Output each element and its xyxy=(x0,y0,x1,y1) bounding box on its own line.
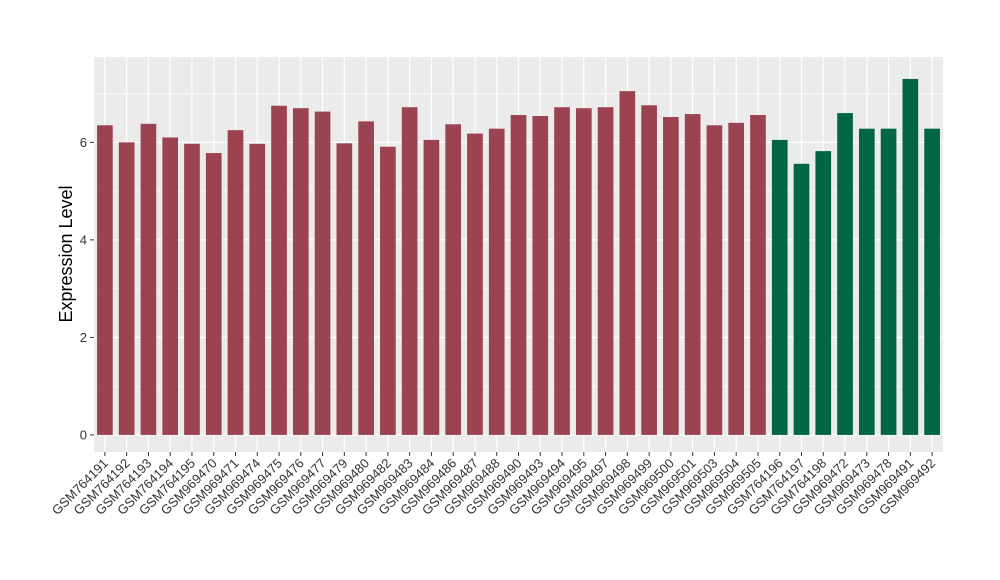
bar-GSM969492 xyxy=(924,128,940,435)
bar-GSM969477 xyxy=(314,111,331,435)
bar-GSM969501 xyxy=(684,114,701,435)
bar-GSM969500 xyxy=(663,116,679,435)
bar-GSM764198 xyxy=(815,151,832,435)
bar-GSM969480 xyxy=(358,121,374,435)
x-axis: GSM764191GSM764192GSM764193GSM764194GSM7… xyxy=(49,452,938,518)
y-tick-label: 2 xyxy=(80,330,87,345)
bar-GSM764193 xyxy=(140,123,157,435)
bar-GSM764195 xyxy=(184,143,200,435)
bar-GSM764191 xyxy=(97,125,113,435)
bar-GSM969499 xyxy=(641,105,657,435)
bar-GSM969473 xyxy=(858,128,875,435)
y-tick-label: 6 xyxy=(80,135,87,150)
bar-GSM969475 xyxy=(271,105,287,435)
bar-GSM969472 xyxy=(837,113,853,435)
bar-GSM969483 xyxy=(401,107,418,435)
bar-GSM764196 xyxy=(771,139,788,435)
y-tick-label: 4 xyxy=(80,232,87,247)
bar-GSM969474 xyxy=(249,143,266,435)
bar-GSM969503 xyxy=(706,125,723,435)
bar-GSM969493 xyxy=(532,116,549,435)
y-axis: 0 2 4 6 xyxy=(80,135,94,442)
bar-GSM969487 xyxy=(467,133,483,435)
bar-GSM969476 xyxy=(292,108,309,435)
bar-GSM969488 xyxy=(488,128,505,435)
bar-GSM969498 xyxy=(619,91,636,435)
bar-GSM969504 xyxy=(728,122,745,435)
bar-GSM969478 xyxy=(880,128,897,435)
bars xyxy=(97,78,940,435)
bar-GSM969490 xyxy=(510,115,527,435)
bar-GSM969484 xyxy=(423,139,440,435)
bar-GSM969486 xyxy=(445,124,462,435)
y-tick-label: 0 xyxy=(80,427,87,442)
bar-GSM969495 xyxy=(575,108,592,435)
y-axis-title: Expression Level xyxy=(56,185,76,322)
bar-GSM764197 xyxy=(793,163,810,435)
bar-GSM764194 xyxy=(162,137,179,435)
bar-GSM969494 xyxy=(554,107,570,435)
bar-GSM969491 xyxy=(902,78,919,435)
bar-GSM969505 xyxy=(750,115,766,435)
bar-GSM969497 xyxy=(597,107,614,435)
bar-GSM764192 xyxy=(118,142,135,435)
bar-GSM969470 xyxy=(205,153,222,435)
bar-GSM969482 xyxy=(380,146,396,435)
bar-GSM969471 xyxy=(227,130,244,435)
bar-GSM969479 xyxy=(336,143,353,435)
